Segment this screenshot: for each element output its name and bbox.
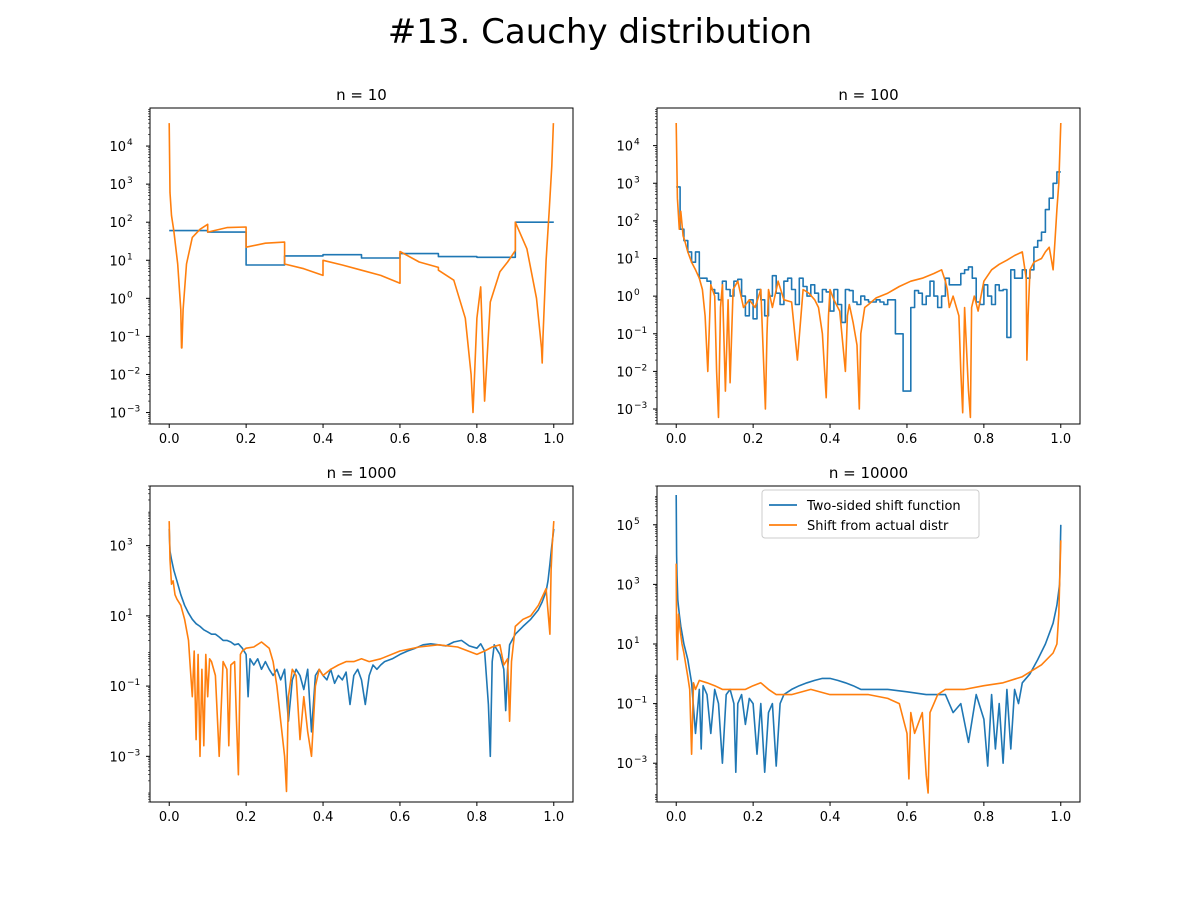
y-tick-exponent: −3 (127, 405, 140, 415)
y-tick-label: 10 (616, 403, 633, 418)
y-tick-label: 10 (109, 750, 126, 765)
y-tick-exponent: 1 (127, 608, 133, 618)
y-tick-label: 10 (616, 365, 633, 380)
x-tick-label: 0.4 (313, 432, 334, 447)
y-tick-label: 10 (109, 540, 126, 555)
figure-title: #13. Cauchy distribution (387, 12, 813, 52)
y-tick-exponent: 1 (634, 636, 640, 646)
y-tick-label: 10 (109, 330, 126, 345)
x-tick-label: 1.0 (543, 810, 564, 825)
y-tick-exponent: 1 (127, 252, 133, 262)
x-tick-label: 0.8 (467, 432, 488, 447)
y-tick-label: 10 (616, 638, 633, 653)
x-tick-label: 0.8 (974, 432, 995, 447)
x-tick-label: 0.0 (159, 432, 180, 447)
actual-shift-line (168, 123, 555, 414)
y-tick-label: 10 (109, 140, 126, 155)
y-tick-label: 10 (616, 177, 633, 192)
x-tick-label: 0.4 (820, 810, 841, 825)
subplot-1: 0.0 0.2 0.4 0.6 0.8 1.010 −310 −210 −110 010 110 21… (109, 86, 574, 447)
y-tick-label: 10 (616, 140, 633, 155)
y-tick-label: 10 (616, 757, 633, 772)
x-tick-label: 0.2 (236, 810, 257, 825)
legend: Two-sided shift function Shift from actua… (761, 489, 980, 539)
legend-box (761, 489, 980, 539)
x-tick-label: 0.0 (159, 810, 180, 825)
y-tick-label: 10 (109, 178, 126, 193)
x-tick-label: 0.8 (467, 810, 488, 825)
y-tick-label: 10 (109, 254, 126, 269)
y-tick-exponent: 0 (634, 288, 640, 298)
x-tick-label: 0.6 (390, 810, 411, 825)
x-tick-label: 0.6 (390, 432, 411, 447)
y-tick-exponent: 1 (634, 251, 640, 261)
y-tick-label: 10 (616, 215, 633, 230)
legend-label: Two-sided shift function (806, 499, 961, 514)
y-tick-exponent: 3 (634, 576, 640, 586)
two-sided-shift-line (675, 494, 1062, 773)
subplot-2: 0.0 0.2 0.4 0.6 0.8 1.010 −310 −210 −110 010 110 21… (616, 86, 1081, 447)
y-tick-label: 10 (109, 216, 126, 231)
x-tick-label: 0.4 (313, 810, 334, 825)
x-tick-label: 1.0 (1050, 810, 1071, 825)
y-tick-exponent: −1 (634, 696, 647, 706)
y-tick-exponent: 2 (634, 213, 640, 223)
y-tick-exponent: −3 (634, 755, 647, 765)
x-tick-label: 0.0 (666, 432, 687, 447)
y-tick-exponent: 2 (127, 214, 133, 224)
x-tick-label: 0.0 (666, 810, 687, 825)
y-tick-exponent: −1 (127, 678, 140, 688)
y-tick-label: 10 (616, 290, 633, 305)
y-tick-exponent: 5 (634, 517, 640, 527)
y-tick-label: 10 (616, 328, 633, 343)
actual-shift-line (675, 122, 1062, 419)
subplot-title: n = 1000 (327, 464, 397, 482)
y-tick-label: 10 (616, 253, 633, 268)
y-tick-label: 10 (109, 292, 126, 307)
y-tick-exponent: 4 (634, 138, 640, 148)
y-tick-exponent: −3 (127, 748, 140, 758)
legend-label: Shift from actual distr (807, 519, 949, 534)
y-tick-label: 10 (109, 407, 126, 422)
actual-shift-line (168, 521, 555, 793)
y-tick-label: 10 (109, 680, 126, 695)
y-tick-label: 10 (616, 698, 633, 713)
x-tick-label: 0.2 (236, 432, 257, 447)
two-sided-shift-line (168, 528, 555, 758)
y-tick-exponent: 3 (127, 538, 133, 548)
x-tick-label: 0.2 (743, 432, 764, 447)
two-sided-shift-line (676, 171, 1061, 392)
y-tick-exponent: −1 (127, 328, 140, 338)
y-tick-exponent: 4 (127, 138, 133, 148)
x-tick-label: 0.6 (897, 810, 918, 825)
axes-frame (149, 485, 574, 803)
y-tick-label: 10 (616, 578, 633, 593)
y-tick-label: 10 (109, 610, 126, 625)
y-tick-exponent: 3 (634, 175, 640, 185)
y-tick-exponent: −2 (127, 366, 140, 376)
x-tick-label: 0.8 (974, 810, 995, 825)
axes-frame (656, 107, 1081, 425)
axes-frame (149, 107, 574, 425)
two-sided-shift-line (169, 221, 554, 266)
y-tick-exponent: −2 (634, 363, 647, 373)
actual-shift-line (675, 540, 1062, 794)
x-tick-label: 1.0 (1050, 432, 1071, 447)
y-tick-label: 10 (109, 368, 126, 383)
x-tick-label: 0.6 (897, 432, 918, 447)
y-tick-exponent: 0 (127, 290, 133, 300)
subplot-title: n = 10 (336, 86, 387, 104)
y-tick-exponent: −3 (634, 401, 647, 411)
y-tick-label: 10 (616, 519, 633, 534)
x-tick-label: 1.0 (543, 432, 564, 447)
subplot-title: n = 10000 (829, 464, 908, 482)
y-tick-exponent: −1 (634, 326, 647, 336)
x-tick-label: 0.4 (820, 432, 841, 447)
y-tick-exponent: 3 (127, 176, 133, 186)
subplot-title: n = 100 (838, 86, 898, 104)
x-tick-label: 0.2 (743, 810, 764, 825)
